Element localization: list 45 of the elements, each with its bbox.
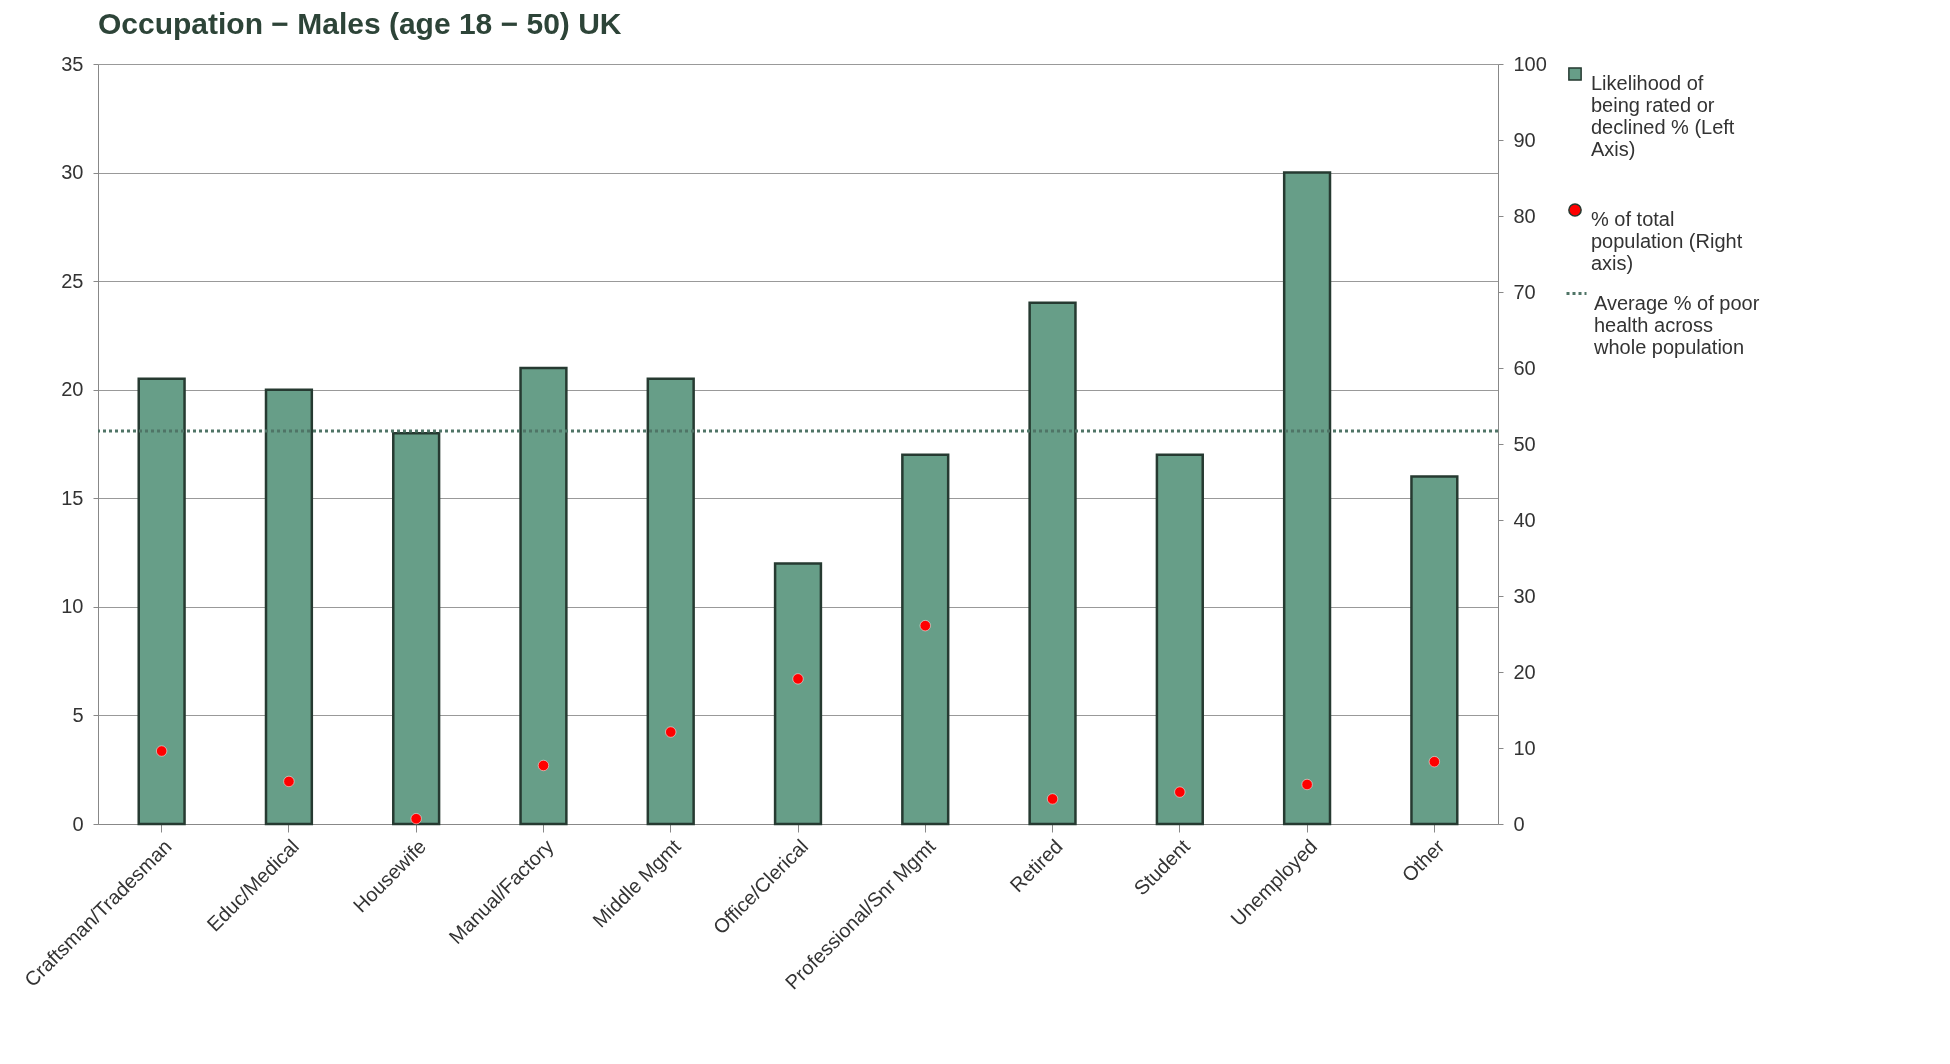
point [1047, 793, 1059, 805]
y2-tick-label: 30 [1513, 584, 1536, 607]
y-tick-label: 35 [61, 52, 84, 75]
bar [264, 388, 314, 826]
point [1174, 786, 1186, 798]
y-tick-label: 30 [61, 161, 84, 184]
bar [137, 377, 186, 826]
y-tick-label: 25 [61, 269, 84, 292]
y-tick-label: 5 [72, 703, 84, 726]
point [537, 760, 549, 771]
y-tick-label: 15 [61, 486, 84, 509]
bar [392, 431, 441, 826]
bar [1282, 171, 1332, 826]
y2-tick-label: 100 [1513, 52, 1547, 75]
point [156, 745, 168, 757]
bar [773, 562, 823, 826]
y2-tick-label: 20 [1513, 660, 1536, 683]
y2-tick-label: 90 [1513, 128, 1536, 151]
y2-tick-label: 60 [1513, 356, 1536, 379]
y2-tick-label: 70 [1513, 280, 1536, 303]
point [1428, 756, 1440, 768]
bar [519, 366, 568, 826]
point [665, 726, 677, 738]
legend-label: Average % of poor health across whole population [1593, 291, 1760, 358]
point [792, 673, 804, 685]
y-tick-label: 0 [72, 812, 84, 835]
y-tick-label: 10 [61, 595, 84, 618]
bar [901, 453, 950, 826]
point [283, 775, 295, 787]
y-tick-label: 20 [61, 378, 84, 401]
bar [1155, 453, 1204, 826]
y2-tick-label: 0 [1513, 812, 1525, 835]
point [1301, 779, 1313, 790]
legend-label: Likelihood of being rated or declined % (Left Axis) [1591, 72, 1735, 160]
bar [1410, 475, 1459, 826]
y2-tick-label: 50 [1513, 432, 1536, 455]
y2-tick-label: 40 [1513, 508, 1536, 531]
y2-tick-label: 10 [1513, 736, 1536, 759]
chart-title: Occupation − Males (age 18 − 50) UK [98, 7, 622, 40]
point [410, 813, 422, 825]
bar [646, 377, 695, 826]
legend-label: % of total population (Right axis) [1591, 208, 1743, 274]
y2-tick-label: 80 [1513, 204, 1536, 227]
bar [1028, 301, 1077, 826]
point [919, 620, 931, 632]
